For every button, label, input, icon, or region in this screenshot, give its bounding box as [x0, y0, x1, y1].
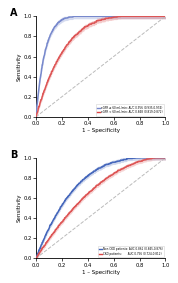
- Text: A: A: [10, 8, 17, 18]
- Legend: Non-CKD patients: AUC 0.861 (0.845-0.876), CKD patients:       AUC 0.756 (0.724-: Non-CKD patients: AUC 0.861 (0.845-0.876…: [98, 246, 164, 257]
- X-axis label: 1 – Specificity: 1 – Specificity: [82, 128, 120, 133]
- Y-axis label: Sensitivity: Sensitivity: [16, 52, 21, 81]
- X-axis label: 1 – Specificity: 1 – Specificity: [82, 270, 120, 275]
- Y-axis label: Sensitivity: Sensitivity: [16, 194, 21, 222]
- Legend: eGFR ≥ 60 mL/min: AUC 0.956 (0.935-0.974), eGFR < 60 mL/min: AUC 0.848 (0.819-0.: eGFR ≥ 60 mL/min: AUC 0.956 (0.935-0.974…: [96, 104, 164, 115]
- Text: B: B: [10, 150, 17, 160]
